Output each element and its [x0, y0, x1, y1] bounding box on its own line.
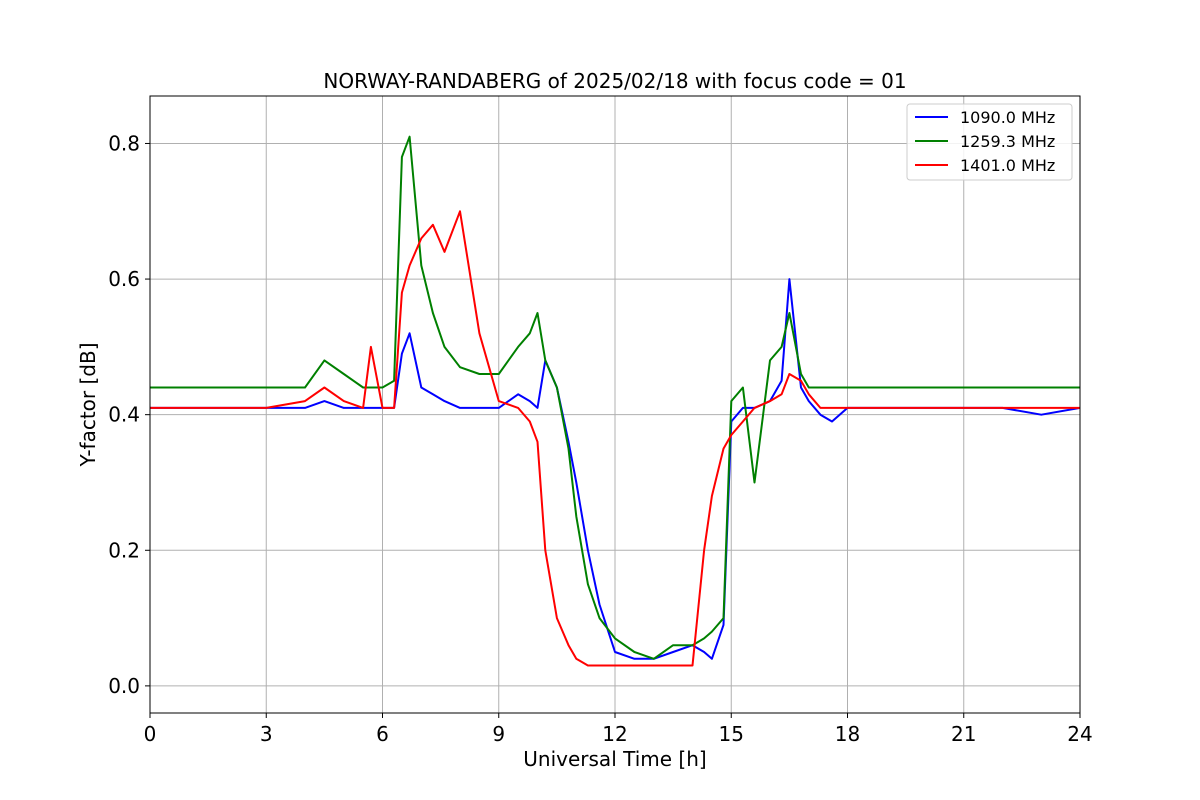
y-tick-label: 0.8: [108, 131, 140, 155]
y-tick-label: 0.4: [108, 403, 140, 427]
x-tick-label: 24: [1067, 722, 1092, 746]
legend-label-0: 1090.0 MHz: [960, 108, 1055, 127]
series-line-1: [150, 135, 1080, 660]
y-axis-label: Y-factor [dB]: [76, 342, 100, 467]
legend-box: [906, 103, 1073, 181]
x-axis-label: Universal Time [h]: [523, 747, 706, 771]
y-tick-label: 0.2: [108, 538, 140, 562]
x-tick-label: 18: [835, 722, 860, 746]
y-tick-label: 0.0: [108, 674, 140, 698]
x-tick-label: 9: [492, 722, 505, 746]
x-ticks: 0 3 6 9 12 15 18 21 24: [144, 713, 1093, 746]
x-tick-label: 15: [719, 722, 744, 746]
series-line-2: [150, 210, 1080, 667]
x-tick-label: 12: [602, 722, 627, 746]
y-ticks: 0.0 0.2 0.4 0.6 0.8: [108, 131, 150, 698]
chart-title: NORWAY-RANDABERG of 2025/02/18 with focu…: [323, 69, 906, 93]
series-group: [150, 135, 1081, 667]
x-tick-label: 3: [260, 722, 273, 746]
legend: 1090.0 MHz 1259.3 MHz 1401.0 MHz: [906, 103, 1073, 181]
legend-label-1: 1259.3 MHz: [960, 132, 1055, 151]
y-tick-label: 0.6: [108, 267, 140, 291]
series-line-0: [150, 278, 1081, 660]
legend-label-2: 1401.0 MHz: [960, 156, 1055, 175]
x-tick-label: 0: [144, 722, 157, 746]
x-tick-label: 21: [951, 722, 976, 746]
x-tick-label: 6: [376, 722, 389, 746]
